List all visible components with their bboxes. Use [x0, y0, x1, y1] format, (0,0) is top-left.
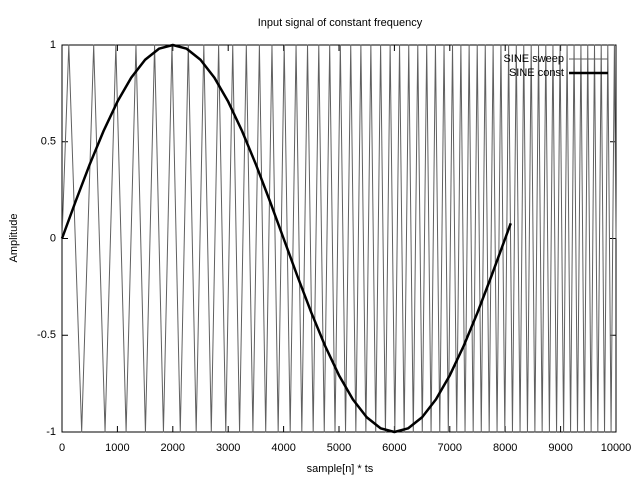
- x-tick-label: 5000: [327, 442, 351, 454]
- x-tick-label: 9000: [548, 442, 572, 454]
- legend-label: SINE sweep: [503, 53, 564, 65]
- y-tick-label: 0: [50, 232, 56, 244]
- chart-title: Input signal of constant frequency: [258, 17, 423, 29]
- x-tick-label: 4000: [271, 442, 295, 454]
- y-tick-label: 1: [50, 39, 56, 51]
- y-tick-label: -0.5: [37, 329, 56, 341]
- y-axis-label: Amplitude: [8, 214, 20, 263]
- series-line: [61, 44, 617, 433]
- x-tick-label: 3000: [216, 442, 240, 454]
- y-tick-label: -1: [46, 426, 56, 438]
- legend-label: SINE const: [509, 67, 564, 79]
- x-tick-label: 0: [59, 442, 65, 454]
- series-line: [60, 43, 512, 434]
- x-tick-label: 10000: [601, 442, 632, 454]
- x-tick-label: 8000: [493, 442, 517, 454]
- x-axis-label: sample[n] * ts: [307, 463, 374, 475]
- x-tick-label: 6000: [382, 442, 406, 454]
- x-tick-label: 2000: [161, 442, 185, 454]
- y-tick-label: 0.5: [41, 136, 56, 148]
- x-tick-label: 7000: [438, 442, 462, 454]
- x-tick-label: 1000: [105, 442, 129, 454]
